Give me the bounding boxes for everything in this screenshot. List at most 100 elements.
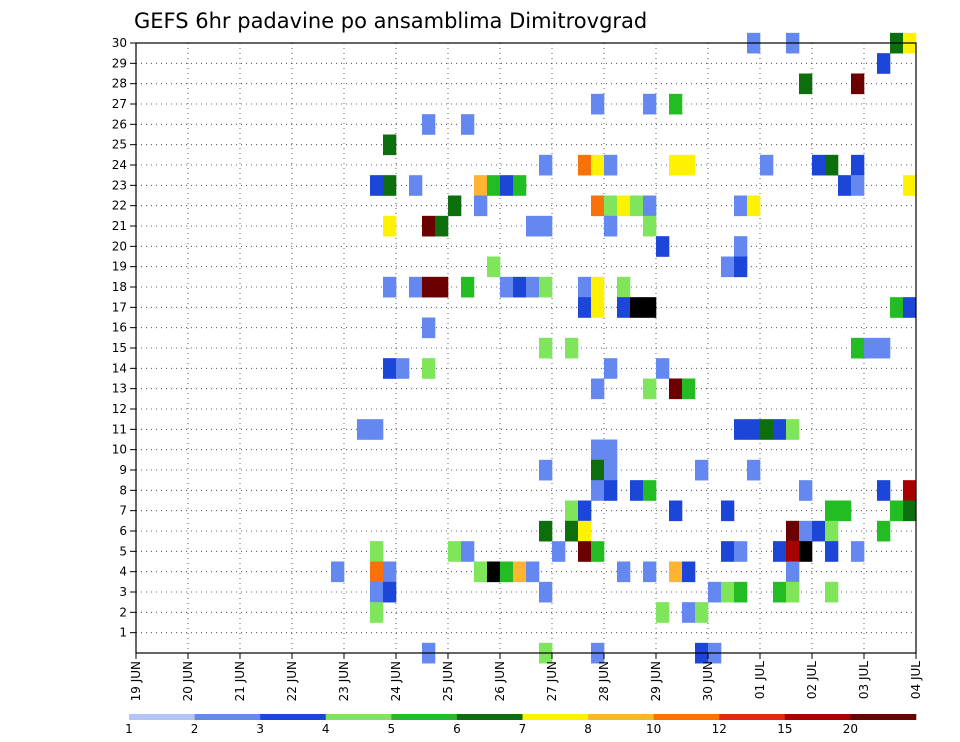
y-tick-label: 5 xyxy=(119,544,127,558)
heatmap-cell xyxy=(357,419,371,440)
heatmap-cell xyxy=(682,154,696,176)
heatmap-cell xyxy=(838,175,852,196)
y-tick-label: 28 xyxy=(112,77,127,91)
heatmap-cell xyxy=(591,541,605,562)
x-tick-label: 25 JUN xyxy=(441,661,455,701)
heatmap-cell xyxy=(721,256,735,278)
heatmap-cell xyxy=(747,195,761,217)
heatmap-cell xyxy=(903,500,917,522)
y-tick-label: 26 xyxy=(112,117,127,131)
heatmap-cell xyxy=(799,541,813,562)
heatmap-cell xyxy=(461,114,475,135)
heatmap-cell xyxy=(578,541,592,562)
heatmap-cell xyxy=(383,175,397,196)
y-tick-label: 17 xyxy=(112,300,127,314)
heatmap-cell xyxy=(643,195,657,217)
legend-swatch xyxy=(325,714,392,720)
heatmap-cell xyxy=(851,175,865,196)
heatmap-cell xyxy=(383,358,397,379)
heatmap-cell xyxy=(383,581,397,603)
heatmap-cell xyxy=(578,500,592,522)
x-tick-label: 28 JUN xyxy=(597,661,611,701)
legend-swatch xyxy=(588,714,654,720)
heatmap-cell xyxy=(747,459,761,481)
heatmap-cell xyxy=(786,520,800,542)
heatmap-cell xyxy=(799,480,813,501)
heatmap-cell xyxy=(695,602,709,623)
legend-label: 7 xyxy=(519,722,527,736)
heatmap-cell xyxy=(461,276,475,298)
heatmap-cell xyxy=(604,439,618,461)
heatmap-cell xyxy=(461,541,475,562)
legend-swatch xyxy=(784,714,851,720)
heatmap-cell xyxy=(487,256,501,278)
legend-swatch xyxy=(719,714,786,720)
heatmap-cell xyxy=(578,276,592,298)
heatmap-cell xyxy=(331,561,345,583)
x-tick-label: 19 JUN xyxy=(129,661,143,701)
x-tick-label: 30 JUN xyxy=(701,661,715,701)
heatmap-cell xyxy=(539,276,553,298)
legend-label: 4 xyxy=(322,722,330,736)
heatmap-cell xyxy=(500,175,514,196)
heatmap-cell xyxy=(747,419,761,440)
heatmap-cell xyxy=(734,541,748,562)
y-tick-label: 4 xyxy=(119,565,127,579)
heatmap-cell xyxy=(877,520,891,542)
heatmap-cell xyxy=(825,581,839,603)
heatmap-cell xyxy=(591,276,605,298)
y-tick-label: 20 xyxy=(112,239,127,253)
y-tick-label: 6 xyxy=(119,524,127,538)
legend-swatch xyxy=(522,714,589,720)
x-tick-label: 03 JUL xyxy=(857,661,871,699)
heatmap-cell xyxy=(565,500,579,522)
heatmap-cell xyxy=(370,561,384,583)
heatmap-cell xyxy=(630,195,644,217)
heatmap-cell xyxy=(539,337,553,359)
heatmap-cell xyxy=(760,154,774,176)
heatmap-cell xyxy=(591,154,605,176)
heatmap-cell xyxy=(682,602,696,623)
heatmap-cell xyxy=(422,114,436,135)
x-tick-label: 21 JUN xyxy=(233,661,247,701)
heatmap-cell xyxy=(643,480,657,501)
legend-label: 6 xyxy=(453,722,461,736)
y-tick-label: 11 xyxy=(112,422,127,436)
heatmap-cell xyxy=(669,561,683,583)
heatmap-cell xyxy=(825,541,839,562)
legend-label: 1 xyxy=(125,722,133,736)
y-tick-label: 9 xyxy=(119,463,127,477)
legend-label: 12 xyxy=(712,722,727,736)
heatmap-cell xyxy=(539,215,553,237)
heatmap-cell xyxy=(526,276,540,298)
heatmap-cell xyxy=(786,419,800,440)
heatmap-cell xyxy=(370,175,384,196)
heatmap-cell xyxy=(877,337,891,359)
heatmap-cell xyxy=(643,297,657,318)
y-tick-label: 2 xyxy=(119,605,127,619)
heatmap-cell xyxy=(825,154,839,176)
legend-swatch xyxy=(391,714,458,720)
heatmap-cell xyxy=(396,358,410,379)
legend-swatch xyxy=(653,714,720,720)
heatmap-cell xyxy=(877,480,891,501)
x-tick-label: 26 JUN xyxy=(493,661,507,701)
heatmap-cell xyxy=(669,154,683,176)
heatmap-cell xyxy=(721,581,735,603)
legend-swatch xyxy=(850,714,917,720)
y-tick-label: 12 xyxy=(112,402,127,416)
chart-title: GEFS 6hr padavine po ansamblima Dimitrov… xyxy=(134,9,647,33)
y-tick-label: 1 xyxy=(119,626,127,640)
heatmap-cell xyxy=(734,419,748,440)
y-tick-label: 25 xyxy=(112,138,127,152)
heatmap-cell xyxy=(500,276,514,298)
heatmap-cell xyxy=(669,500,683,522)
heatmap-cell xyxy=(851,541,865,562)
legend-label: 2 xyxy=(191,722,199,736)
heatmap-cell xyxy=(734,581,748,603)
heatmap-cell xyxy=(851,337,865,359)
heatmap-cell xyxy=(851,154,865,176)
heatmap-cell xyxy=(903,297,917,318)
x-tick-label: 27 JUN xyxy=(545,661,559,701)
heatmap-cell xyxy=(786,541,800,562)
